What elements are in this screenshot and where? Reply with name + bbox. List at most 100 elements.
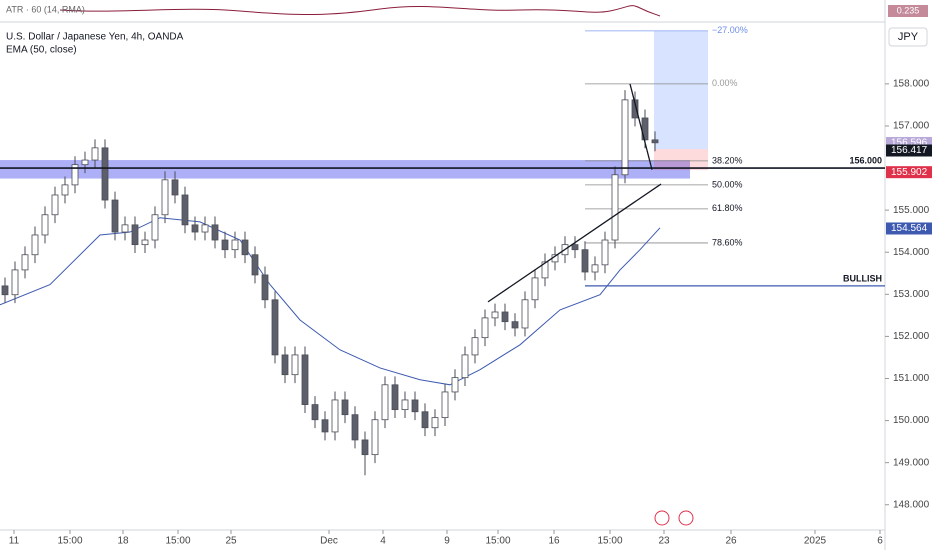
indicator-label: EMA (50, close): [6, 45, 77, 56]
candle-body: [111, 199, 119, 233]
candle-body: [601, 239, 609, 266]
fib-label: −27.00%: [712, 25, 748, 35]
candle-body: [1, 285, 9, 296]
candle-body: [571, 244, 579, 251]
target-zone: [654, 30, 708, 150]
candle-body: [391, 384, 399, 411]
event-icon[interactable]: [654, 510, 670, 526]
x-tick-label: 15:00: [597, 536, 622, 547]
candle-body: [321, 419, 329, 433]
y-tick-label: 150.000: [893, 415, 930, 426]
candle-body: [361, 439, 369, 456]
currency-box[interactable]: [888, 27, 928, 47]
candle-body: [451, 377, 459, 393]
candle-body: [231, 239, 239, 251]
trendline: [629, 83, 653, 170]
candle-body: [461, 354, 469, 379]
y-tick-label: 153.000: [893, 289, 930, 300]
candle-body: [161, 179, 169, 216]
x-tick-label: 6: [877, 536, 883, 547]
price-tag-label: 154.564: [891, 223, 928, 234]
x-tick-label: 26: [725, 536, 737, 547]
candle-body: [181, 194, 189, 226]
candle-body: [171, 179, 179, 196]
candle-body: [311, 404, 319, 421]
x-tick-label: 2025: [804, 536, 827, 547]
candle-body: [271, 299, 279, 356]
candle-body: [371, 419, 379, 456]
x-tick-label: 15:00: [57, 536, 82, 547]
candle-body: [201, 224, 209, 233]
candle-body: [581, 249, 589, 273]
bullish-label: BULLISH: [843, 273, 882, 283]
y-tick-label: 148.000: [893, 499, 930, 510]
x-tick-label: 4: [380, 536, 386, 547]
price-tag-label: 155.902: [891, 167, 928, 178]
y-tick-label: 155.000: [893, 205, 930, 216]
candle-body: [301, 354, 309, 405]
candle-body: [541, 261, 549, 279]
candle-body: [611, 174, 619, 241]
y-tick-label: 149.000: [893, 457, 930, 468]
candle-body: [341, 399, 349, 416]
fib-label: 0.00%: [712, 78, 738, 88]
price-tag-label: 156.417: [891, 145, 928, 156]
x-tick-label: 15:00: [165, 536, 190, 547]
x-tick-label: 11: [9, 536, 20, 547]
x-tick-label: 23: [658, 536, 670, 547]
x-tick-label: Dec: [320, 536, 338, 547]
y-tick-label: 154.000: [893, 247, 930, 258]
candle-body: [11, 269, 19, 296]
candle-body: [521, 299, 529, 329]
candle-body: [401, 399, 409, 411]
candle-body: [41, 214, 49, 236]
candle-body: [91, 147, 99, 161]
candle-body: [221, 239, 229, 251]
stop-zone: [654, 149, 708, 171]
currency[interactable]: JPY: [898, 31, 919, 43]
event-icon[interactable]: [678, 510, 694, 526]
fib-label: 78.60%: [712, 237, 743, 247]
candle-body: [431, 417, 439, 429]
atr-label: ATR · 60 (14, RMA): [6, 4, 85, 14]
candle-body: [621, 99, 629, 176]
x-tick-label: 18: [117, 536, 129, 547]
candle-body: [81, 159, 89, 166]
candle-body: [531, 277, 539, 301]
x-tick-label: 15:00: [485, 536, 510, 547]
candle-body: [251, 254, 259, 276]
candle-body: [291, 354, 299, 376]
y-tick-label: 157.000: [893, 121, 930, 132]
candle-body: [281, 354, 289, 376]
candle-body: [491, 311, 499, 319]
price-tag: [886, 144, 932, 157]
candle-body: [331, 399, 339, 433]
x-tick-label: 9: [444, 536, 450, 547]
candle-body: [591, 264, 599, 273]
candle-body: [651, 139, 659, 144]
candle-body: [511, 321, 519, 329]
candle-body: [101, 147, 109, 201]
chart-title: U.S. Dollar / Japanese Yen, 4h, OANDA: [6, 32, 184, 43]
candle-body: [151, 214, 159, 241]
candle-body: [241, 239, 249, 256]
candle-body: [61, 184, 69, 196]
candle-body: [411, 399, 419, 413]
candle-body: [51, 194, 59, 216]
trendline: [487, 183, 662, 303]
candle-body: [631, 99, 639, 119]
y-tick-label: 152.000: [893, 331, 930, 342]
fib-label: 61.80%: [712, 203, 743, 213]
plot: [0, 30, 885, 476]
candle-body: [501, 311, 509, 323]
candle-body: [481, 317, 489, 339]
candle-body: [121, 224, 129, 233]
y-tick-label: 158.000: [893, 79, 930, 90]
candle-body: [31, 234, 39, 256]
y-tick-label: 151.000: [893, 373, 930, 384]
atr-value: 0.235: [897, 5, 920, 15]
candle-body: [381, 384, 389, 421]
price-tag: [886, 222, 932, 235]
